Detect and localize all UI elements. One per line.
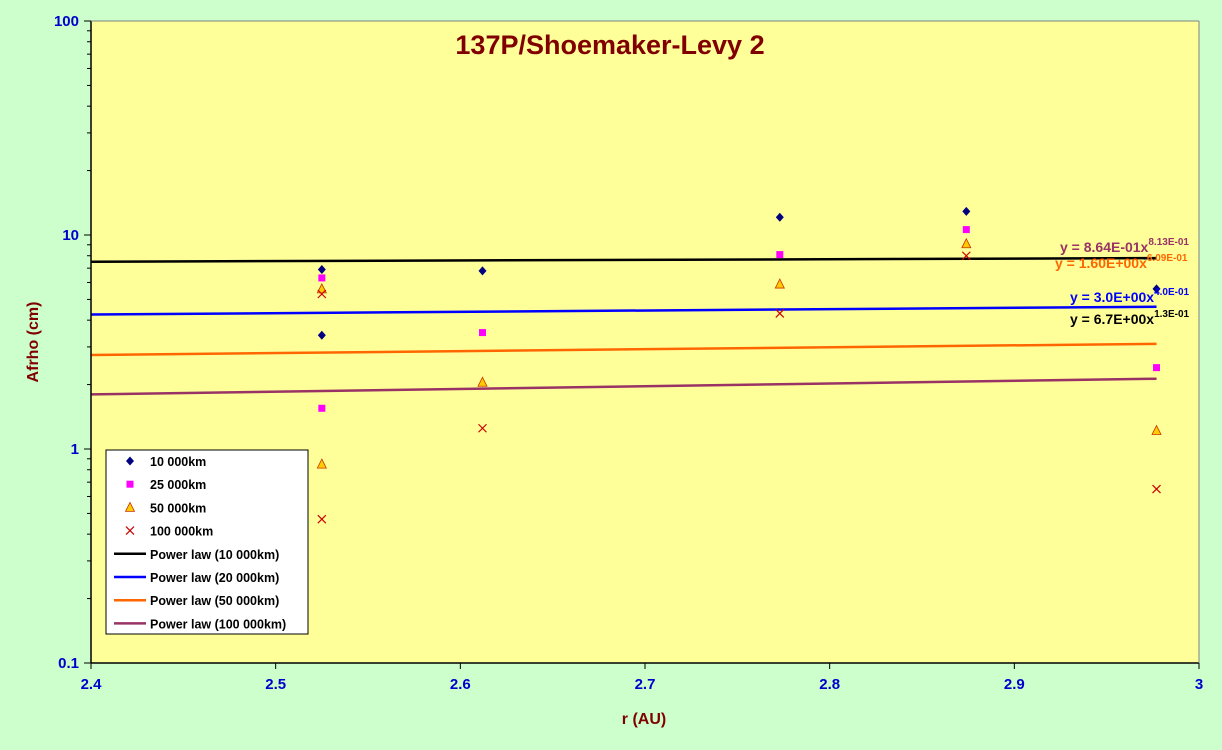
data-point (961, 251, 971, 261)
data-point (477, 376, 488, 387)
data-point (317, 514, 327, 524)
data-point (316, 282, 327, 294)
data-point (317, 330, 326, 340)
x-tick-label: 2.5 (265, 676, 286, 693)
data-point (318, 404, 326, 412)
data-point (961, 237, 972, 249)
legend-label: 50 000km (150, 501, 206, 515)
data-point (774, 278, 785, 289)
data-point (1151, 424, 1162, 435)
x-tick-label: 2.4 (81, 676, 103, 693)
x-marker-stroke (317, 514, 327, 524)
x-tick-label: 2.7 (635, 676, 656, 693)
data-point (1152, 484, 1161, 494)
x-marker-stroke (125, 526, 135, 536)
y-tick-label: 0.1 (58, 655, 79, 672)
x-tick-label: 2.9 (1004, 676, 1025, 693)
legend-label: 100 000km (150, 525, 213, 539)
chart-title: 137P/Shoemaker-Levy 2 (455, 30, 764, 60)
data-point (962, 226, 970, 234)
y-tick-label: 10 (62, 227, 79, 244)
y-axis-title: Afrho (cm) (25, 302, 42, 383)
data-point (478, 266, 487, 276)
legend-label: Power law (50 000km) (150, 594, 279, 608)
legend-label: Power law (100 000km) (150, 617, 286, 631)
axes (84, 20, 1200, 669)
fit-equation: y = 1.60E+00x6.09E-01 (1055, 253, 1188, 271)
fit-equation: y = 6.7E+00x1.3E-01 (1070, 309, 1190, 327)
data-point (775, 309, 785, 318)
y-tick-label: 1 (71, 441, 79, 458)
fit-line (90, 377, 1157, 396)
legend-swatch (126, 480, 134, 488)
x-marker-stroke (775, 309, 785, 318)
fit-line (90, 305, 1157, 316)
x-marker-stroke (1152, 484, 1161, 494)
fit-lines (90, 256, 1157, 396)
data-point (775, 212, 784, 222)
legend-swatch (126, 456, 134, 466)
x-marker-stroke (317, 289, 327, 299)
data-point (1152, 284, 1161, 294)
fit-equation: y = 3.0E+00x4.0E-01 (1070, 287, 1190, 305)
legend: 10 000km 25 000km 50 000km 100 000km Power l… (105, 449, 309, 635)
legend-label: 10 000km (150, 455, 206, 469)
data-point (1153, 364, 1161, 372)
data-points (316, 206, 1162, 524)
x-axis-title: r (AU) (622, 711, 666, 728)
x-tick-label: 2.8 (819, 676, 840, 693)
y-tick-label: 100 (54, 13, 79, 30)
fit-equations: y = 8.64E-01x8.13E-01y = 1.60E+00x6.09E-… (1055, 237, 1190, 327)
legend-label: Power law (10 000km) (150, 548, 279, 562)
fit-line (90, 342, 1157, 357)
legend-swatch (124, 501, 136, 512)
x-marker-stroke (478, 423, 487, 433)
data-point (478, 423, 487, 433)
data-point (316, 458, 327, 469)
fit-line (90, 256, 1157, 263)
data-point (776, 251, 784, 259)
legend-box (105, 449, 309, 635)
fit-equation: y = 8.64E-01x8.13E-01 (1060, 237, 1189, 255)
data-point (317, 264, 326, 274)
x-marker-stroke (961, 251, 971, 261)
data-point (962, 206, 971, 216)
data-point (317, 289, 327, 299)
data-point (478, 329, 486, 337)
x-tick-label: 3 (1195, 676, 1203, 693)
legend-label: Power law (20 000km) (150, 571, 279, 585)
legend-label: 25 000km (150, 478, 206, 492)
tick-labels: 2.4 2.5 2.6 2.7 2.8 2.9 3 0.1 1 10 100 (54, 13, 1203, 693)
data-point (318, 274, 326, 282)
x-tick-label: 2.6 (450, 676, 471, 693)
legend-swatch (125, 526, 135, 536)
